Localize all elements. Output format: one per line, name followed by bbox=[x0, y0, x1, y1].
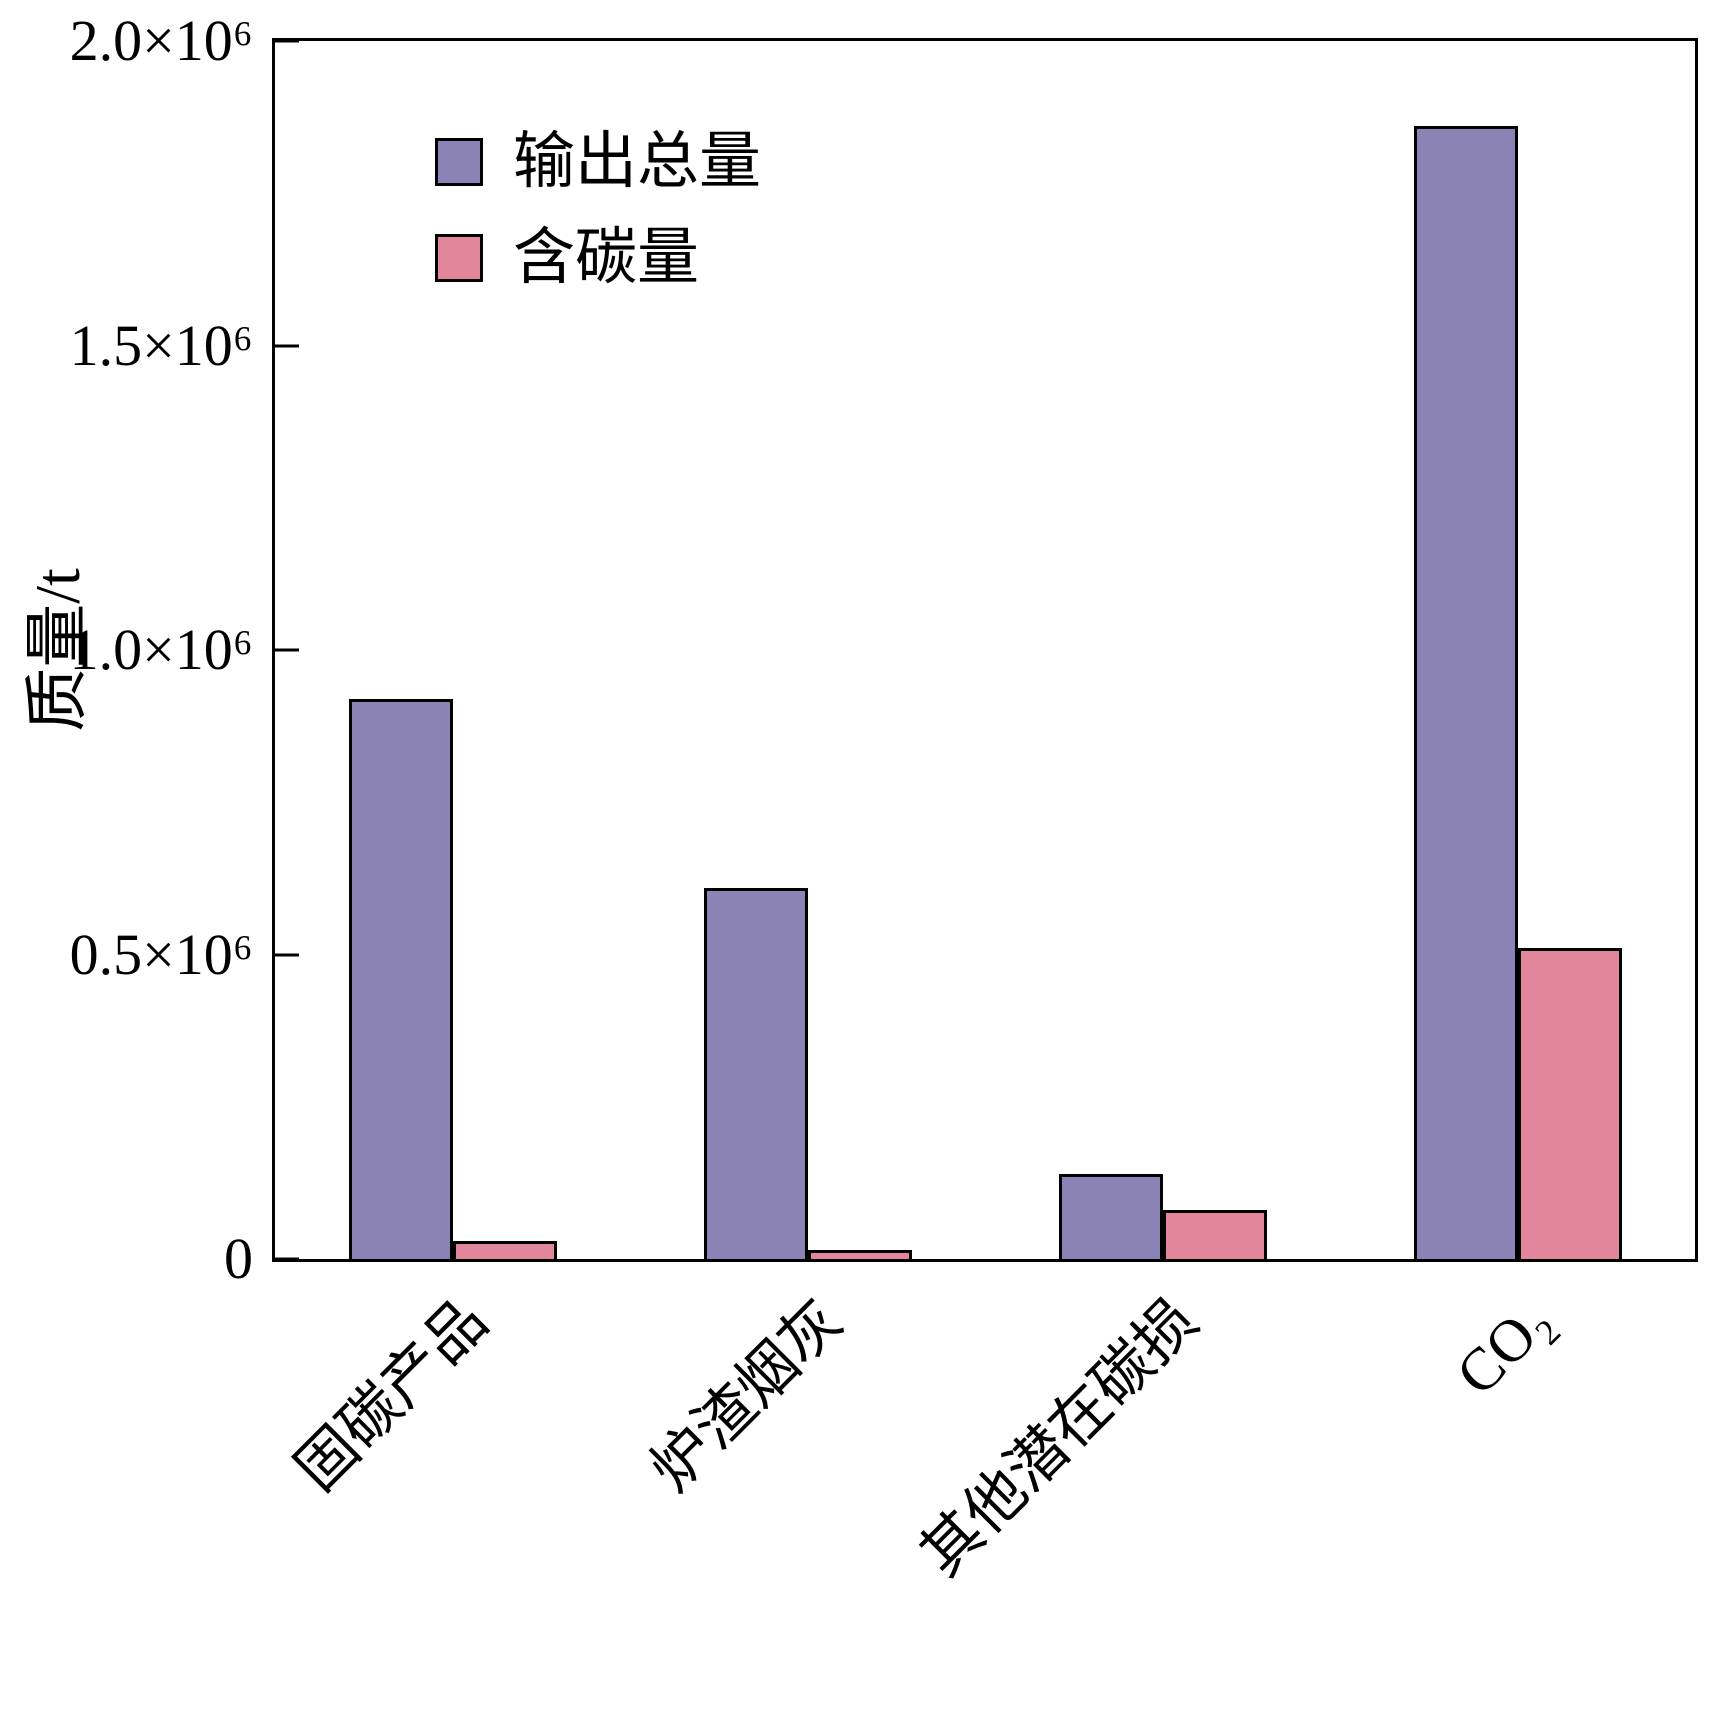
bar-group bbox=[630, 41, 985, 1259]
bar-输出总量-CO₂ bbox=[1413, 126, 1518, 1259]
legend-item: 输出总量 bbox=[435, 131, 761, 193]
bar-group bbox=[275, 41, 630, 1259]
y-tick-label: 0.5×10⁶ bbox=[69, 921, 253, 987]
y-tick-label: 0 bbox=[224, 1226, 253, 1291]
y-tick-label: 1.0×10⁶ bbox=[69, 617, 253, 682]
bar-group bbox=[985, 41, 1340, 1259]
bars-container bbox=[275, 41, 1695, 1259]
x-category-label: CO₂ bbox=[1443, 1287, 1565, 1408]
bar-含碳量-CO₂ bbox=[1517, 948, 1622, 1259]
legend-swatch-icon bbox=[435, 234, 483, 282]
legend-label: 输出总量 bbox=[513, 128, 762, 196]
bar-含碳量-固碳产品 bbox=[452, 1240, 557, 1259]
legend: 输出总量 含碳量 bbox=[435, 131, 761, 289]
x-category-label: 固碳产品 bbox=[282, 1287, 500, 1504]
bar-输出总量-固碳产品 bbox=[348, 698, 453, 1259]
x-category-label: 炉渣烟灰 bbox=[637, 1287, 855, 1504]
bar-group bbox=[1340, 41, 1695, 1259]
y-tick bbox=[275, 648, 299, 652]
x-category-label: 其他潜在碳损 bbox=[907, 1287, 1210, 1589]
legend-label: 含碳量 bbox=[513, 224, 700, 292]
bar-输出总量-炉渣烟灰 bbox=[703, 887, 808, 1259]
y-tick bbox=[275, 953, 299, 956]
legend-swatch-icon bbox=[435, 138, 483, 186]
bar-含碳量-炉渣烟灰 bbox=[807, 1249, 912, 1259]
bar-含碳量-其他潜在碳损 bbox=[1162, 1210, 1267, 1259]
y-tick bbox=[275, 39, 299, 43]
y-tick-label: 2.0×10⁶ bbox=[69, 8, 253, 73]
legend-item: 含碳量 bbox=[435, 227, 761, 289]
y-tick bbox=[275, 1257, 299, 1261]
y-tick bbox=[275, 344, 299, 347]
plot-area: 0 0.5×10⁶ 1.0×10⁶ 1.5×10⁶ 2.0×10⁶ 固碳产品 炉渣烟灰 其他… bbox=[70, 12, 1698, 1588]
bar-输出总量-其他潜在碳损 bbox=[1058, 1173, 1163, 1259]
y-tick-label: 1.5×10⁶ bbox=[69, 312, 253, 378]
